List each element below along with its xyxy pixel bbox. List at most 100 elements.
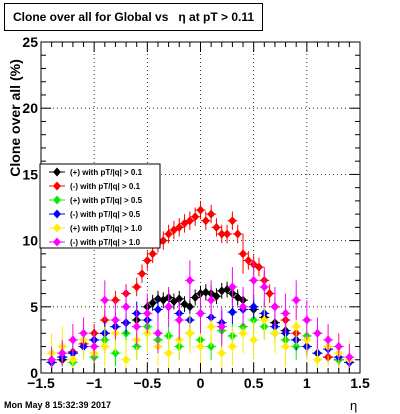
data-point (185, 216, 194, 226)
data-point (233, 229, 242, 239)
data-point (223, 229, 232, 239)
series-5 (46, 260, 355, 373)
timestamp-footer: Mon May 8 15:32:39 2017 (4, 400, 112, 410)
data-point (228, 307, 237, 317)
data-point (111, 315, 120, 325)
data-point (153, 328, 162, 338)
legend-swatch (53, 167, 61, 177)
data-point (159, 236, 168, 246)
x-tick-label: −1 (86, 375, 102, 391)
data-point (217, 229, 226, 239)
x-tick-label: −0.5 (134, 375, 162, 391)
data-point (207, 209, 216, 219)
y-tick-label: 15 (22, 166, 38, 182)
data-point (270, 302, 279, 312)
data-point (185, 302, 194, 312)
legend-swatch (53, 223, 61, 233)
y-tick-label: 0 (30, 365, 38, 381)
data-point (138, 269, 147, 279)
data-point (228, 282, 237, 292)
data-point (68, 335, 77, 345)
data-point (228, 216, 237, 226)
data-point (148, 249, 157, 259)
data-point (260, 315, 269, 325)
y-tick-label: 10 (22, 233, 38, 249)
x-tick-label: −1.5 (27, 375, 55, 391)
y-tick-label: 5 (30, 299, 38, 315)
y-tick-label: 20 (22, 100, 38, 116)
legend-label: (+) with pT/|q| > 1.0 (70, 224, 143, 233)
data-point (292, 295, 301, 305)
legend-label: (-) with pT/|q| > 1.0 (70, 238, 141, 247)
data-point (132, 282, 141, 292)
data-point (58, 348, 67, 358)
data-point (196, 342, 205, 352)
chart-title: Clone over all for Global vs η at pT > 0… (4, 3, 264, 31)
data-point (132, 322, 141, 332)
x-axis-title: η (350, 398, 358, 413)
data-point (207, 322, 216, 332)
x-tick-label: 1 (303, 375, 311, 391)
data-point (324, 335, 333, 345)
data-point (249, 302, 258, 312)
data-point (292, 322, 301, 332)
data-point (228, 342, 237, 352)
data-point (217, 322, 226, 332)
data-point (153, 304, 162, 314)
data-point (143, 255, 152, 265)
data-point (100, 295, 109, 305)
y-tick-label: 25 (22, 34, 38, 50)
data-point (217, 348, 226, 358)
data-point (164, 302, 173, 312)
data-point (201, 216, 210, 226)
data-point (143, 308, 152, 318)
data-point (239, 249, 248, 259)
data-point (191, 293, 200, 303)
data-point (302, 315, 311, 325)
legend-label: (-) with pT/|q| > 0.5 (70, 210, 141, 219)
data-point (313, 355, 322, 365)
data-point (122, 355, 131, 365)
data-point (196, 308, 205, 318)
data-point (217, 286, 226, 296)
data-point (164, 348, 173, 358)
data-point (260, 282, 269, 292)
data-point (196, 205, 205, 215)
x-tick-label: 0.5 (244, 375, 264, 391)
data-point (175, 294, 184, 304)
data-point (175, 315, 184, 325)
data-point (185, 328, 194, 338)
data-point (175, 222, 184, 232)
chart-title-right: η at pT > 0.11 (178, 10, 255, 24)
data-point (281, 308, 290, 318)
data-point (239, 302, 248, 312)
data-point (239, 328, 248, 338)
x-tick-label: 1.5 (350, 375, 370, 391)
legend: (+) with pT/|q| > 0.1 (-) with pT/|q| > 0… (39, 163, 161, 249)
x-tick-label: 0 (197, 375, 205, 391)
data-point (212, 222, 221, 232)
legend-swatch (53, 237, 61, 247)
data-point (100, 342, 109, 352)
data-point (122, 302, 131, 312)
data-point (191, 212, 200, 222)
data-point (265, 289, 274, 299)
data-point (254, 262, 263, 272)
legend-swatch (53, 209, 61, 219)
legend-box (39, 163, 161, 249)
axes: −1.5 −1 −0.5 0 0.5 1 1.5 0 5 10 15 20 25 (22, 34, 370, 391)
data-point (281, 342, 290, 352)
data-point (270, 328, 279, 338)
data-point (249, 335, 258, 345)
data-point (68, 355, 77, 365)
legend-swatch (53, 195, 61, 205)
data-point (79, 328, 88, 338)
data-point (313, 328, 322, 338)
data-point (345, 352, 354, 362)
data-point (334, 342, 343, 352)
data-point (47, 355, 56, 365)
data-point (164, 229, 173, 239)
data-point (212, 291, 221, 301)
